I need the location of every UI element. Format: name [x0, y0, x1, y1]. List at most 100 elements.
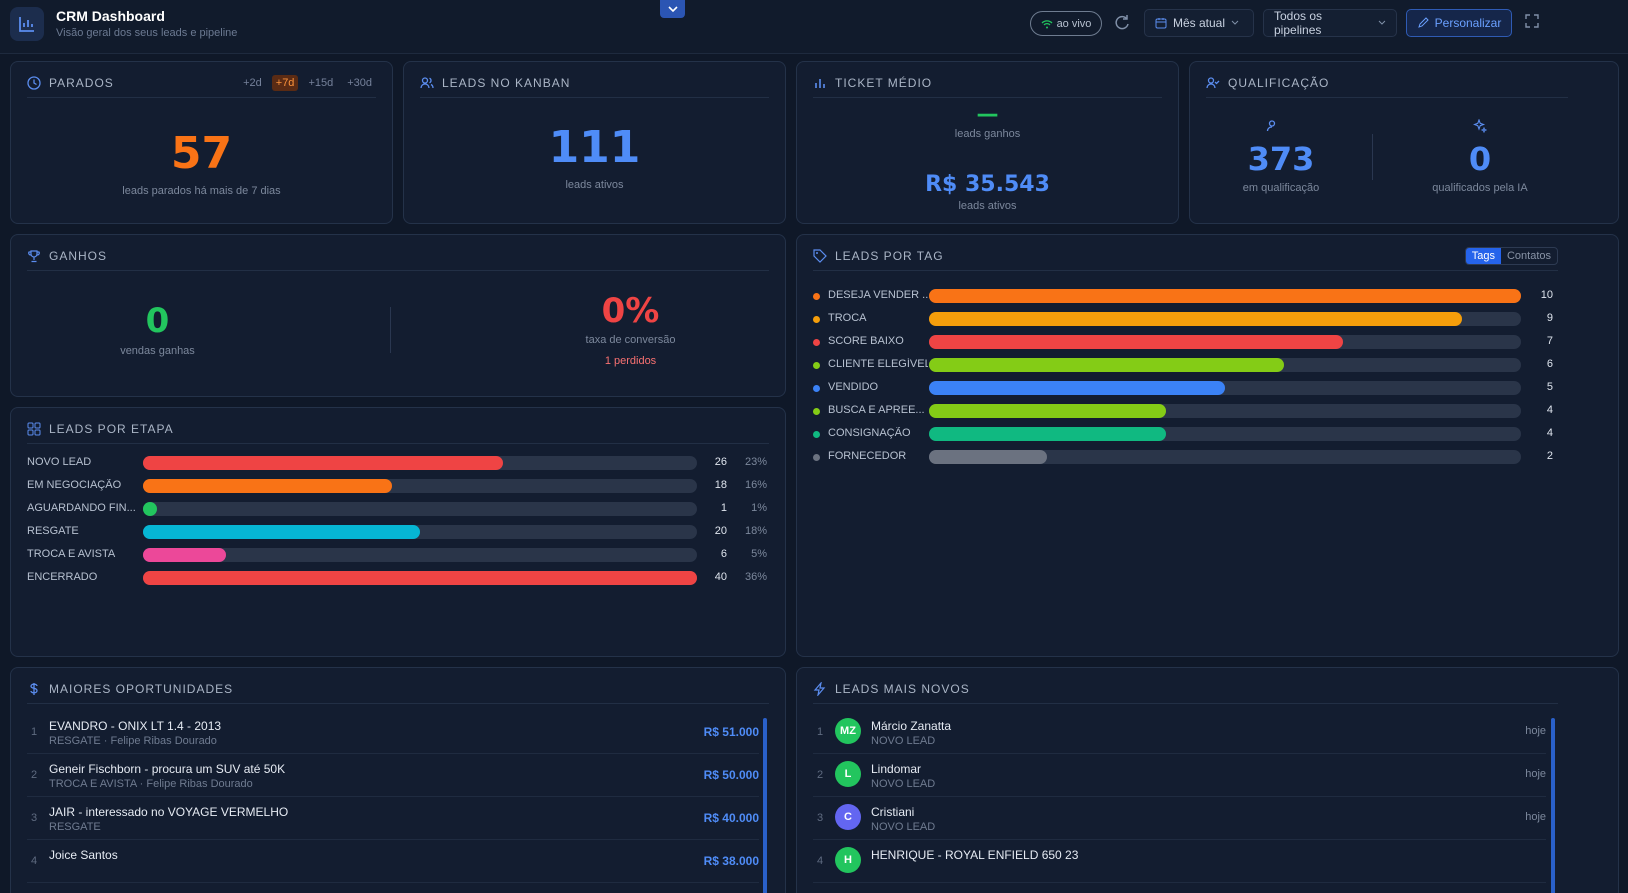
etapa-bar-track [143, 479, 697, 493]
tag-bar-fill [929, 381, 1225, 395]
personalize-button[interactable]: Personalizar [1406, 9, 1512, 37]
lead-name: Márcio Zanatta [871, 719, 952, 733]
tag-bar-track [929, 404, 1521, 418]
etapa-count: 20 [714, 525, 727, 537]
collapse-toggle-button[interactable] [660, 0, 685, 18]
parados-title: PARADOS [49, 75, 114, 90]
tag-count: 4 [1546, 427, 1553, 439]
lead-stage: NOVO LEAD [871, 735, 936, 747]
ticket-title: TICKET MÉDIO [835, 75, 933, 90]
tag-color-dot [813, 408, 820, 415]
tag-bar-fill [929, 312, 1462, 326]
conversion-value: 0% [601, 291, 660, 331]
lead-stage: NOVO LEAD [871, 821, 936, 833]
pipeline-select[interactable]: Todos os pipelines [1263, 9, 1397, 37]
etapa-label: EM NEGOCIAÇÃO [27, 479, 122, 491]
toggle-tags[interactable]: Tags [1465, 247, 1501, 264]
parados-card: PARADOS +2d +7d +15d +30d 57 leads parados … [10, 61, 393, 224]
tag-color-dot [813, 293, 820, 300]
opportunity-row[interactable]: 1 EVANDRO - ONIX LT 1.4 - 2013 RESGATE · F… [27, 711, 759, 754]
lead-name: Lindomar [871, 762, 922, 776]
lead-created-when: hoje [1525, 725, 1546, 737]
refresh-button[interactable] [1113, 13, 1133, 33]
filter-chip[interactable]: +7d [271, 74, 299, 91]
ticket-card: TICKET MÉDIO — leads ganhos R$ 35.543 le… [796, 61, 1179, 224]
etapa-count: 18 [714, 479, 727, 491]
parados-header: PARADOS +2d +7d +15d +30d [27, 74, 376, 98]
rank-number: 3 [817, 812, 824, 824]
tag-color-dot [813, 431, 820, 438]
tag-count: 9 [1546, 312, 1553, 324]
tag-row: DESEJA VENDER ... 10 [813, 288, 1602, 304]
tag-color-dot [813, 339, 820, 346]
ticket-won-value: — [976, 102, 999, 127]
new-lead-row[interactable]: 4 H HENRIQUE - ROYAL ENFIELD 650 23 [813, 840, 1546, 883]
opportunity-title: Joice Santos [49, 848, 118, 862]
rank-number: 2 [817, 769, 824, 781]
opportunity-subtitle: RESGATE [49, 821, 101, 833]
tag-color-dot [813, 316, 820, 323]
tag-count: 6 [1546, 358, 1553, 370]
etapa-percent: 36% [744, 571, 767, 583]
clock-icon [27, 75, 41, 90]
avatar: C [835, 804, 861, 830]
opportunity-row[interactable]: 4 Joice Santos R$ 38.000 [27, 840, 759, 883]
tag-bar-fill [929, 427, 1166, 441]
new-lead-row[interactable]: 2 L Lindomar NOVO LEAD hoje [813, 754, 1546, 797]
etapa-percent: 16% [744, 479, 767, 491]
filter-chip[interactable]: +2d [243, 76, 262, 89]
etapa-label: TROCA E AVISTA [27, 548, 116, 560]
avatar: MZ [835, 718, 861, 744]
oportunidades-header: MAIORES OPORTUNIDADES [27, 680, 769, 704]
conversion-stat: 0% taxa de conversão 1 perdidos [484, 235, 777, 398]
in-qualification-stat: 373 em qualificação [1190, 62, 1372, 225]
filter-chip[interactable]: +15d [308, 76, 334, 89]
tag-count: 10 [1540, 289, 1553, 301]
qualificacao-header: QUALIFICAÇÃO [1206, 74, 1568, 98]
conversion-caption: taxa de conversão [585, 334, 676, 346]
new-lead-row[interactable]: 1 MZ Márcio Zanatta NOVO LEAD hoje [813, 711, 1546, 754]
tag-label: SCORE BAIXO [828, 335, 904, 347]
tag-bar-track [929, 312, 1521, 326]
etapa-row: ENCERRADO 40 36% [27, 570, 769, 586]
period-select[interactable]: Mês atual [1144, 9, 1254, 37]
rank-number: 4 [817, 855, 824, 867]
opportunity-row[interactable]: 3 JAIR - interessado no VOYAGE VERMELHO RE… [27, 797, 759, 840]
expand-icon [1525, 14, 1539, 28]
novos-scrollbar[interactable] [1551, 718, 1555, 893]
toggle-contatos[interactable]: Contatos [1506, 249, 1551, 262]
divider [1372, 134, 1373, 180]
opportunity-title: EVANDRO - ONIX LT 1.4 - 2013 [49, 719, 222, 733]
etapa-count: 40 [714, 571, 727, 583]
tag-bar-track [929, 450, 1521, 464]
ticket-active-value: R$ 35.543 [925, 172, 1050, 197]
tag-row: CLIENTE ELEGÍVEL 6 [813, 357, 1602, 373]
opportunity-title: JAIR - interessado no VOYAGE VERMELHO [49, 805, 289, 819]
opportunity-amount: R$ 51.000 [703, 725, 759, 739]
etapas-card: LEADS POR ETAPA NOVO LEAD 26 23% EM NEGOCIA… [10, 407, 786, 657]
etapa-percent: 5% [751, 548, 767, 560]
parados-value: 57 [170, 128, 233, 179]
qualificacao-title: QUALIFICAÇÃO [1228, 75, 1330, 90]
oportunidades-scrollbar[interactable] [763, 718, 767, 893]
new-lead-row[interactable]: 3 C Cristiani NOVO LEAD hoje [813, 797, 1546, 840]
filter-chip[interactable]: +30d [347, 76, 372, 89]
opportunity-row[interactable]: 2 Geneir Fischborn - procura um SUV até 5… [27, 754, 759, 797]
in-qualification-value: 373 [1247, 140, 1315, 178]
tag-bar-fill [929, 404, 1166, 418]
etapa-count: 1 [720, 502, 727, 514]
tag-bar-track [929, 289, 1521, 303]
lead-name: HENRIQUE - ROYAL ENFIELD 650 23 [871, 848, 1079, 862]
bar-chart-icon [815, 78, 825, 88]
avatar: H [835, 847, 861, 873]
wifi-icon [1041, 19, 1053, 28]
chevron-down-icon [1378, 20, 1386, 25]
fullscreen-button[interactable] [1524, 13, 1542, 31]
parados-caption: leads parados há mais de 7 dias [122, 185, 281, 197]
etapas-header: LEADS POR ETAPA [27, 420, 769, 444]
tags-header: LEADS POR TAG Tags Contatos [813, 246, 1558, 271]
etapa-bar-track [143, 456, 697, 470]
tags-view-toggle: Tags Contatos [1464, 246, 1558, 265]
lead-stage: NOVO LEAD [871, 778, 936, 790]
tag-row: CONSIGNAÇÃO 4 [813, 426, 1602, 442]
